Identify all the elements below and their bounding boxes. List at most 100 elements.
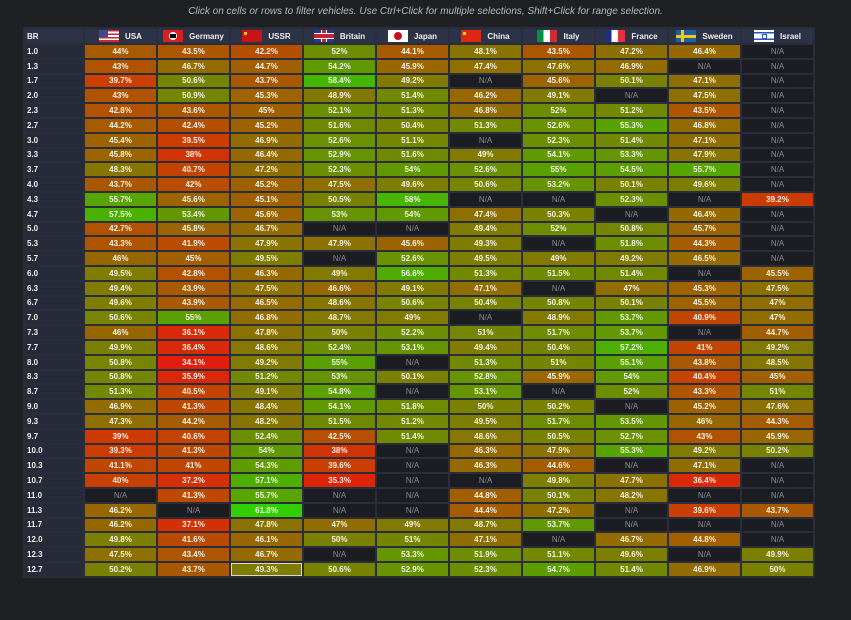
winrate-cell[interactable]: 54% — [377, 207, 448, 221]
winrate-cell[interactable]: 48.9% — [523, 311, 594, 325]
winrate-cell[interactable]: 50.2% — [523, 400, 594, 413]
winrate-cell[interactable]: N/A — [742, 89, 813, 103]
winrate-cell[interactable]: 50% — [450, 400, 521, 413]
winrate-cell[interactable]: 46.9% — [85, 400, 156, 413]
br-cell[interactable]: 5.3 — [25, 237, 83, 251]
winrate-cell[interactable]: N/A — [742, 133, 813, 147]
winrate-cell[interactable]: 48.5% — [742, 355, 813, 369]
winrate-cell[interactable]: 48.4% — [231, 400, 302, 413]
winrate-cell[interactable]: 53.7% — [523, 518, 594, 532]
br-cell[interactable]: 3.3 — [25, 148, 83, 162]
br-cell[interactable]: 9.3 — [25, 414, 83, 428]
winrate-cell[interactable]: N/A — [450, 133, 521, 147]
winrate-cell[interactable]: 40.9% — [669, 311, 740, 325]
winrate-cell[interactable]: N/A — [742, 207, 813, 221]
winrate-cell[interactable]: 50.1% — [596, 296, 667, 310]
winrate-cell[interactable]: 43.8% — [669, 355, 740, 369]
winrate-cell[interactable]: 38% — [304, 444, 375, 458]
br-cell[interactable]: 9.7 — [25, 429, 83, 443]
winrate-cell[interactable]: 37.2% — [158, 474, 229, 487]
table-row[interactable]: 4.3 55.7% 45.6% 45.1% 50.5% 58% N/A N/A 52.3% N/A… — [25, 192, 813, 206]
winrate-cell[interactable]: 51.6% — [304, 118, 375, 132]
winrate-cell[interactable]: N/A — [596, 518, 667, 532]
winrate-cell[interactable]: 53.1% — [377, 340, 448, 354]
winrate-cell[interactable]: N/A — [523, 385, 594, 399]
winrate-cell[interactable]: 53.3% — [596, 148, 667, 162]
winrate-cell[interactable]: 50.8% — [523, 296, 594, 310]
winrate-cell[interactable]: 45.9% — [742, 429, 813, 443]
winrate-cell[interactable]: 45% — [742, 370, 813, 384]
winrate-cell[interactable]: N/A — [523, 192, 594, 206]
winrate-cell[interactable]: 47.1% — [450, 533, 521, 547]
winrate-cell[interactable]: 49.1% — [231, 385, 302, 399]
winrate-cell[interactable]: 52% — [304, 45, 375, 58]
winrate-cell[interactable]: 47.1% — [669, 74, 740, 88]
winrate-cell[interactable]: 49.3% — [231, 562, 302, 576]
winrate-cell[interactable]: N/A — [742, 45, 813, 58]
winrate-cell[interactable]: 56.6% — [377, 266, 448, 280]
winrate-cell[interactable]: 50.1% — [596, 178, 667, 191]
winrate-cell[interactable]: N/A — [742, 518, 813, 532]
br-cell[interactable]: 8.7 — [25, 385, 83, 399]
winrate-cell[interactable]: 45.5% — [742, 266, 813, 280]
winrate-cell[interactable]: 51.1% — [523, 548, 594, 561]
winrate-cell[interactable]: 45.2% — [669, 400, 740, 413]
table-row[interactable]: 12.3 47.5% 43.4% 46.7% N/A 53.3% 51.9% 51.1% 49.… — [25, 548, 813, 561]
winrate-cell[interactable]: 50% — [742, 562, 813, 576]
winrate-cell[interactable]: 43.7% — [85, 178, 156, 191]
winrate-cell[interactable]: 51.3% — [450, 355, 521, 369]
winrate-cell[interactable]: 53.1% — [450, 385, 521, 399]
table-row[interactable]: 9.7 39% 40.6% 52.4% 42.5% 51.4% 48.6% 50.5% 52.7… — [25, 429, 813, 443]
winrate-cell[interactable]: 41.1% — [85, 459, 156, 473]
winrate-cell[interactable]: 43.6% — [158, 104, 229, 117]
winrate-cell[interactable]: 36.4% — [669, 474, 740, 487]
winrate-cell[interactable]: 54% — [231, 444, 302, 458]
winrate-cell[interactable]: N/A — [596, 459, 667, 473]
br-cell[interactable]: 11.3 — [25, 503, 83, 517]
winrate-cell[interactable]: 44.2% — [85, 118, 156, 132]
winrate-cell[interactable]: N/A — [669, 192, 740, 206]
winrate-cell[interactable]: 53% — [304, 207, 375, 221]
winrate-cell[interactable]: 47.2% — [231, 163, 302, 177]
winrate-cell[interactable]: 45.8% — [85, 148, 156, 162]
winrate-cell[interactable]: 53.2% — [523, 178, 594, 191]
winrate-cell[interactable]: 55% — [523, 163, 594, 177]
br-cell[interactable]: 7.3 — [25, 326, 83, 339]
winrate-cell[interactable]: 43.7% — [158, 562, 229, 576]
winrate-cell[interactable]: 52.3% — [450, 562, 521, 576]
winrate-cell[interactable]: 46.4% — [669, 45, 740, 58]
table-row[interactable]: 7.3 46% 36.1% 47.8% 50% 52.2% 51% 51.7% 53.7% N/A… — [25, 326, 813, 339]
winrate-cell[interactable]: 51.2% — [596, 104, 667, 117]
br-cell[interactable]: 8.3 — [25, 370, 83, 384]
winrate-cell[interactable]: N/A — [377, 355, 448, 369]
winrate-cell[interactable]: 52% — [523, 222, 594, 236]
winrate-cell[interactable]: 43.3% — [85, 237, 156, 251]
winrate-cell[interactable]: 58.4% — [304, 74, 375, 88]
winrate-cell[interactable]: 46.7% — [158, 59, 229, 73]
winrate-cell[interactable]: 51.7% — [523, 326, 594, 339]
winrate-cell[interactable]: N/A — [669, 266, 740, 280]
table-row[interactable]: 11.7 46.2% 37.1% 47.8% 47% 49% 48.7% 53.7% N/A N/… — [25, 518, 813, 532]
winrate-cell[interactable]: 39.6% — [669, 503, 740, 517]
winrate-cell[interactable]: 43.5% — [158, 45, 229, 58]
table-row[interactable]: 8.0 50.8% 34.1% 49.2% 55% N/A 51.3% 51% 55.1% 43.… — [25, 355, 813, 369]
winrate-cell[interactable]: 43.4% — [158, 548, 229, 561]
winrate-cell[interactable]: 50.6% — [304, 562, 375, 576]
winrate-cell[interactable]: 43.3% — [669, 385, 740, 399]
winrate-cell[interactable]: N/A — [742, 237, 813, 251]
winrate-cell[interactable]: 50.6% — [450, 178, 521, 191]
winrate-cell[interactable]: 44.3% — [742, 414, 813, 428]
winrate-cell[interactable]: 49.1% — [523, 89, 594, 103]
winrate-cell[interactable]: 44.7% — [742, 326, 813, 339]
winrate-cell[interactable]: 42.4% — [158, 118, 229, 132]
winrate-cell[interactable]: 53.5% — [596, 414, 667, 428]
winrate-cell[interactable]: 41.6% — [158, 533, 229, 547]
winrate-cell[interactable]: 39.7% — [85, 74, 156, 88]
winrate-cell[interactable]: 46% — [85, 252, 156, 265]
winrate-cell[interactable]: 51.9% — [450, 548, 521, 561]
winrate-cell[interactable]: 47.6% — [742, 400, 813, 413]
table-row[interactable]: 8.3 50.8% 35.9% 51.2% 53% 50.1% 52.8% 45.9% 54% 4… — [25, 370, 813, 384]
winrate-cell[interactable]: N/A — [158, 503, 229, 517]
winrate-cell[interactable]: 47.5% — [304, 178, 375, 191]
winrate-cell[interactable]: 48.7% — [304, 311, 375, 325]
